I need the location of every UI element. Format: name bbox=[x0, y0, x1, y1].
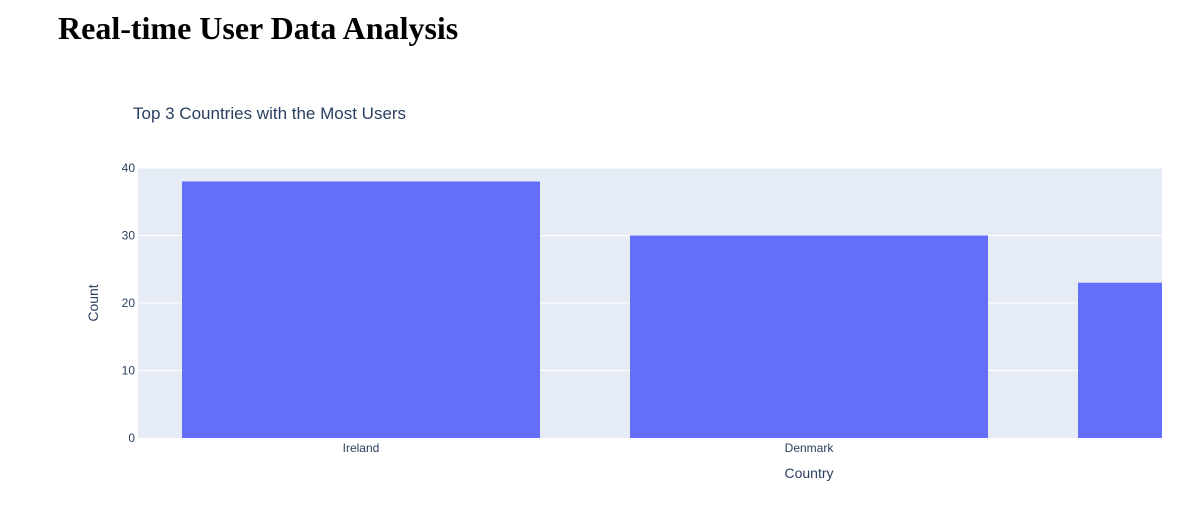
y-tick-label: 40 bbox=[122, 161, 136, 175]
y-tick-label: 20 bbox=[122, 296, 136, 310]
y-tick-label: 10 bbox=[122, 364, 136, 378]
y-axis-ticks: 0 10 20 30 40 bbox=[122, 161, 136, 445]
x-axis-ticks: Ireland Denmark bbox=[343, 441, 835, 455]
x-tick-label: Denmark bbox=[785, 441, 835, 455]
page-title: Real-time User Data Analysis bbox=[58, 10, 459, 46]
x-tick-label: Ireland bbox=[343, 441, 380, 455]
x-axis-label: Country bbox=[784, 465, 833, 481]
bar-item-3[interactable] bbox=[1078, 282, 1162, 438]
bar-denmark[interactable] bbox=[630, 235, 988, 439]
bar-ireland[interactable] bbox=[182, 181, 540, 439]
chart-title: Top 3 Countries with the Most Users bbox=[133, 104, 406, 123]
bars bbox=[182, 181, 1162, 439]
y-tick-label: 30 bbox=[122, 229, 136, 243]
y-axis-label: Count bbox=[85, 284, 101, 321]
y-tick-label: 0 bbox=[128, 431, 135, 445]
